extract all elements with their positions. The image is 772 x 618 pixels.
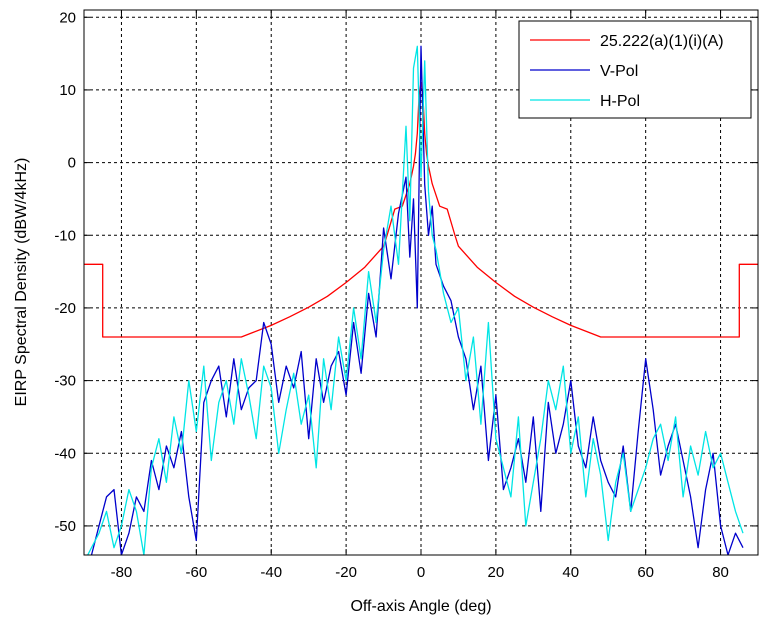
y-tick-label: -10 bbox=[54, 227, 76, 244]
x-tick-label: 60 bbox=[637, 564, 654, 581]
y-tick-label: 10 bbox=[59, 82, 76, 99]
x-tick-label: -20 bbox=[335, 564, 357, 581]
legend-label-2: H-Pol bbox=[600, 93, 640, 110]
y-tick-labels: -50 -40 -30 -20 -10 0 10 20 bbox=[54, 9, 76, 535]
legend: 25.222(a)(1)(i)(A) V-Pol H-Pol bbox=[518, 20, 752, 119]
y-tick-label: 20 bbox=[59, 9, 76, 26]
legend-label-0: 25.222(a)(1)(i)(A) bbox=[600, 33, 724, 50]
x-tick-label: 20 bbox=[488, 564, 505, 581]
x-tick-label: 0 bbox=[417, 564, 425, 581]
y-tick-label: -20 bbox=[54, 300, 76, 317]
x-tick-label: 80 bbox=[712, 564, 729, 581]
plot-frame bbox=[83, 9, 759, 556]
y-tick-label: -30 bbox=[54, 373, 76, 390]
y-axis-label: EIRP Spectral Density (dBW/4kHz) bbox=[13, 158, 30, 407]
series-lines bbox=[84, 45, 758, 555]
series-line-2 bbox=[87, 45, 744, 555]
x-tick-labels: -80 -60 -40 -20 0 20 40 60 80 bbox=[111, 564, 729, 581]
y-tick-label: -40 bbox=[54, 445, 76, 462]
y-tick-label: -50 bbox=[54, 518, 76, 535]
x-tick-label: 40 bbox=[562, 564, 579, 581]
x-axis-label: Off-axis Angle (deg) bbox=[350, 598, 491, 615]
x-tick-label: -40 bbox=[260, 564, 282, 581]
x-tick-label: -60 bbox=[185, 564, 207, 581]
legend-label-1: V-Pol bbox=[600, 63, 638, 80]
y-tick-label: 0 bbox=[68, 155, 76, 172]
x-tick-label: -80 bbox=[111, 564, 133, 581]
